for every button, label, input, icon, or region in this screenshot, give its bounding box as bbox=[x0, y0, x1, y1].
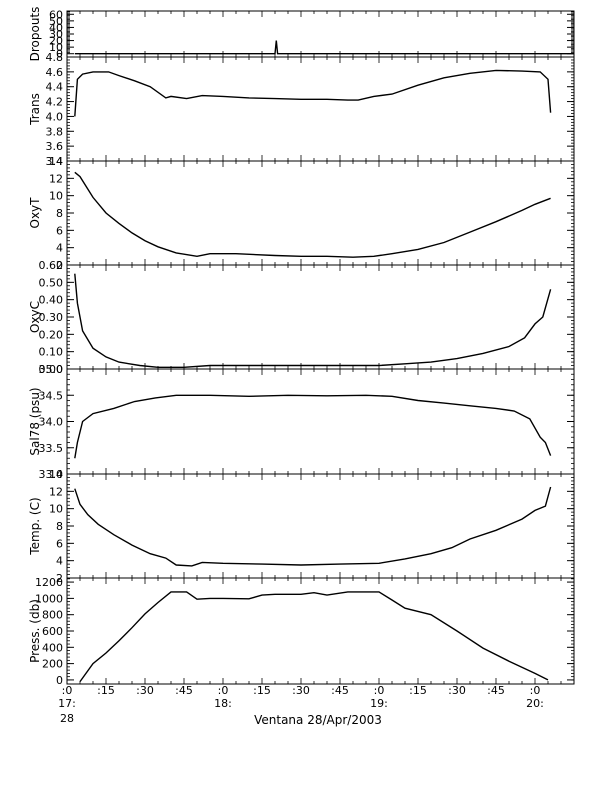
panel-3: 14 12 10 8 6 4 2 OxyT bbox=[28, 155, 575, 272]
y-tick-label: 60 bbox=[49, 8, 63, 21]
y-tick-label: 35.0 bbox=[39, 363, 64, 376]
y-tick-label: 800 bbox=[42, 609, 63, 622]
panel-frame bbox=[66, 56, 575, 162]
y-tick-label: 20 bbox=[49, 35, 63, 48]
y-tick-label: 6 bbox=[56, 224, 63, 237]
y-tick-label: 0.10 bbox=[39, 346, 64, 359]
y-tick-label: 14 bbox=[49, 155, 63, 168]
y-tick-label: 4.8 bbox=[46, 51, 64, 64]
y-tick-label: 0.00 bbox=[39, 363, 64, 376]
y-tick-label: 1000 bbox=[35, 592, 63, 605]
y-axis-label: Dropouts bbox=[28, 7, 42, 62]
y-tick-label: 4 bbox=[56, 242, 63, 255]
y-tick-label: 0.60 bbox=[39, 259, 64, 272]
y-tick-label: 2 bbox=[56, 572, 63, 585]
y-tick-label: 33.5 bbox=[39, 442, 64, 455]
x-tick-label: :45 bbox=[175, 684, 193, 697]
y-axis-label: OxyT bbox=[28, 197, 42, 229]
x-tick-label: :45 bbox=[487, 684, 505, 697]
y-axis-label: Trans bbox=[28, 93, 42, 126]
y-tick-label: 3.6 bbox=[46, 140, 64, 153]
series-line bbox=[74, 486, 552, 567]
y-tick-label: 600 bbox=[42, 625, 63, 638]
y-tick-label: 0.40 bbox=[39, 294, 64, 307]
y-tick-label: 33.0 bbox=[39, 468, 64, 481]
x-tick-label: :0 bbox=[62, 684, 73, 697]
x-day-label: 28 bbox=[60, 712, 74, 725]
y-axis-label: Sal78 (psu) bbox=[28, 387, 42, 455]
y-axis-label: OxyC bbox=[28, 301, 42, 333]
y-tick-label: 0 bbox=[56, 674, 63, 687]
panel-frame bbox=[66, 10, 575, 58]
y-tick-label: 14 bbox=[49, 468, 63, 481]
panel-7: 1200 1000 800 600 400 200 0 Press. (db) bbox=[28, 576, 575, 687]
x-tick-label: :15 bbox=[97, 684, 115, 697]
y-tick-label: 4.4 bbox=[46, 81, 64, 94]
y-tick-label: 0.50 bbox=[39, 276, 64, 289]
x-tick-label: :30 bbox=[136, 684, 154, 697]
x-tick-label: :30 bbox=[292, 684, 310, 697]
y-tick-label: 10 bbox=[49, 503, 63, 516]
y-tick-label: 2 bbox=[56, 259, 63, 272]
series-line bbox=[79, 591, 549, 683]
y-tick-label: 12 bbox=[49, 485, 63, 498]
y-tick-label: 4.0 bbox=[46, 110, 64, 123]
time-axis: :0:15:30:45:0:15:30:45:0:15:30:45:017: 18… bbox=[58, 684, 544, 725]
y-tick-label: 4 bbox=[56, 555, 63, 568]
x-hour-label: 20: bbox=[526, 697, 544, 710]
y-tick-label: 4.6 bbox=[46, 66, 64, 79]
y-tick-label: 50 bbox=[49, 15, 63, 28]
x-hour-label: 19: bbox=[370, 697, 388, 710]
y-tick-label: 200 bbox=[42, 658, 63, 671]
y-tick-label: 10 bbox=[49, 41, 63, 54]
x-axis-title: Ventana 28/Apr/2003 bbox=[254, 713, 382, 727]
y-tick-label: 12 bbox=[49, 172, 63, 185]
panel-frame bbox=[66, 160, 575, 266]
series-line bbox=[74, 171, 551, 258]
y-tick-label: 6 bbox=[56, 537, 63, 550]
series-line bbox=[74, 40, 574, 55]
y-tick-label: 8 bbox=[56, 207, 63, 220]
y-tick-label: 10 bbox=[49, 190, 63, 203]
panel-4: 0.60 0.50 0.40 0.30 0.20 0.10 0.00 OxyC bbox=[28, 259, 575, 376]
y-tick-label: 4.2 bbox=[46, 96, 64, 109]
x-tick-label: :0 bbox=[374, 684, 385, 697]
series-line bbox=[74, 273, 552, 368]
y-tick-label: 3.8 bbox=[46, 125, 64, 138]
series-line bbox=[74, 69, 552, 117]
series-line bbox=[74, 394, 552, 459]
y-tick-label: 0.20 bbox=[39, 328, 64, 341]
y-tick-label: 34.0 bbox=[39, 416, 64, 429]
panel-frame bbox=[66, 264, 575, 370]
y-axis-label: Press. (db) bbox=[28, 599, 42, 663]
y-tick-label: 0 bbox=[56, 48, 63, 61]
y-tick-label: 34.5 bbox=[39, 389, 64, 402]
y-tick-label: 400 bbox=[42, 641, 63, 654]
y-tick-label: 30 bbox=[49, 28, 63, 41]
x-tick-label: :30 bbox=[448, 684, 466, 697]
panel-2: 4.8 4.6 4.4 4.24.0 3.8 3.6 3.4 Trans bbox=[28, 51, 575, 168]
x-tick-label: :0 bbox=[530, 684, 541, 697]
y-axis-label: Temp. (C) bbox=[28, 497, 42, 555]
y-tick-label: 3.4 bbox=[46, 155, 64, 168]
y-tick-label: 40 bbox=[49, 21, 63, 34]
y-tick-label: 8 bbox=[56, 520, 63, 533]
y-tick-label: 0.30 bbox=[39, 311, 64, 324]
panel-frame bbox=[66, 473, 575, 579]
x-hour-label: 17: bbox=[58, 697, 76, 710]
x-tick-label: :15 bbox=[253, 684, 271, 697]
x-tick-label: :45 bbox=[331, 684, 349, 697]
panel-5: 35.0 34.5 34.0 33.5 33.0 Sal78 (psu) bbox=[28, 363, 575, 481]
x-tick-label: :0 bbox=[218, 684, 229, 697]
x-tick-label: :15 bbox=[409, 684, 427, 697]
panel-frame bbox=[66, 368, 575, 475]
x-hour-label: 18: bbox=[214, 697, 232, 710]
y-tick-label: 1200 bbox=[35, 576, 63, 589]
panel-6: 14 12 10 8 6 4 2 Temp. (C) bbox=[28, 468, 575, 585]
